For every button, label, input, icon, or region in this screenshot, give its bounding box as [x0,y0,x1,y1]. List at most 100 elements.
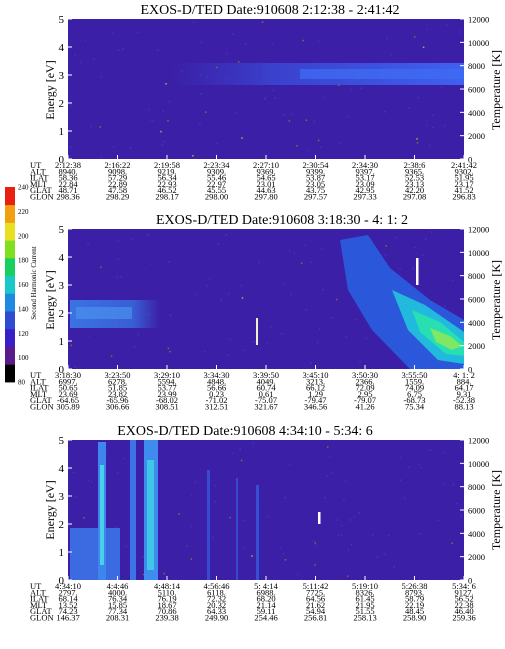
noise-pixel [264,96,267,99]
panel-2-ephem-value: 4049. [256,376,275,386]
noise-pixel [229,338,231,341]
panel-2-ephem-label: ILAT [30,383,49,393]
noise-pixel [163,572,166,575]
panel-2-y2tick-label: 0 [468,365,472,375]
panel-1-ephem-value: 9098. [108,166,127,176]
panel-3-ephem-value: 2797. [58,587,77,597]
noise-pixel [331,472,333,474]
colorbar-tick-label: 80 [18,379,26,387]
noise-pixel [343,499,345,501]
panel-2-ephem-value: 0.61 [259,389,274,399]
noise-pixel [267,515,270,518]
colorbar-segment [5,257,15,277]
noise-pixel [284,496,286,499]
noise-pixel [354,318,357,321]
noise-pixel [70,344,73,347]
colorbar-tick-label: 160 [18,281,29,289]
noise-pixel [100,76,102,78]
panel-2-ephem-value: -79.07 [354,395,376,405]
panel-2-ephem-value: 6278. [108,376,127,386]
noise-pixel [258,261,261,264]
panel-1-ephem-value: 22.84 [58,179,78,189]
noise-pixel [339,142,342,144]
noise-pixel [133,345,136,348]
noise-pixel [384,553,386,556]
noise-pixel [443,451,446,454]
panel-2-ephem-label: MLT [30,389,48,399]
panel-2-ephem-value: 66.12 [306,383,325,393]
panel-2-ephem-label: GLAT [30,395,53,405]
noise-pixel [320,248,323,250]
panel-3-streak-2 [236,478,238,580]
panel-2-ephem-value: 3:50:30 [352,370,378,380]
panel-2-y2label: Temperature [K] [489,260,503,340]
panel-2-ephem-value: -52.38 [453,395,475,405]
panel-1-ephem-value: 9309. [207,166,226,176]
noise-pixel [272,89,274,92]
panel-3-streak-3 [256,485,259,580]
panel-3-ephem-value: 239.38 [155,613,178,623]
panel-2-ephem-value: 23.82 [108,389,127,399]
noise-pixel [110,355,113,358]
panel-2-ephem-value: 9.31 [457,389,472,399]
noise-pixel [293,252,296,255]
noise-pixel [240,459,243,462]
noise-pixel [431,114,434,117]
colorbar-segment [5,311,15,330]
noise-pixel [390,53,392,56]
panel-3-ephem-value: 68.20 [256,594,275,604]
noise-pixel [200,41,202,44]
noise-pixel [456,502,458,505]
panel-1-ephem-value: 298.00 [205,192,228,202]
panel-2-ephem-value: 72.09 [355,383,374,393]
noise-pixel [204,351,206,353]
panel-2-ephem-value: 2.95 [358,389,373,399]
colorbar-segment [5,240,15,259]
noise-pixel [304,244,306,247]
noise-pixel [416,142,419,144]
panel-1-y2label: Temperature [K] [489,50,503,130]
panel-3-burst-2 [130,440,136,580]
noise-pixel [240,284,242,287]
noise-pixel [432,126,434,129]
noise-pixel [163,140,165,143]
noise-pixel [83,517,85,519]
noise-pixel [178,513,180,515]
panel-3-ephem-value: 5:11:42 [303,581,329,591]
noise-pixel [220,298,222,301]
colorbar-tick-label: 180 [18,257,29,265]
noise-pixel [296,145,298,147]
panel-3-ephem-value: 8326. [355,587,374,597]
panel-3-ytick-label: 2 [59,519,65,531]
panel-3-ephem-value: 249.90 [205,613,228,623]
panel-2-ephem-value: 0.23 [209,389,224,399]
panel-1-ephem-value: 42.20 [405,185,424,195]
noise-pixel [200,93,202,95]
panel-3-ephem-value: 64.33 [207,606,226,616]
panel-1-ephem-value: 52.53 [405,173,424,183]
noise-pixel [452,279,454,282]
noise-pixel [414,36,416,38]
panel-3-ephem-value: 46.40 [454,606,473,616]
panel-1-ephem-value: 9397. [355,166,374,176]
panel-1-ephem-label: ILAT [30,173,49,183]
panel-3-ephem-value: 21.95 [355,600,374,610]
panel-1-ticks: 0 1 2 3 4 5 0 2000 4000 6000 8000 10000 12000 [59,14,490,166]
panel-1-ephem-value: 22.93 [157,179,176,189]
panel-2-ytick-label: 5 [59,224,65,236]
panel-1-ephem-value: 23.05 [306,179,325,189]
panel-1-plot-area [68,19,464,159]
panel-1-ytick-label: 3 [59,70,65,82]
panel-2-ephem-value: 3:34:30 [204,370,230,380]
noise-pixel [428,144,431,147]
noise-pixel [424,238,427,240]
noise-pixel [189,525,192,528]
panel-2-heated-peak [430,328,462,350]
panel-2-ephem-value: -71.02 [206,395,228,405]
noise-pixel [129,146,132,149]
noise-pixel [460,515,462,518]
panel-2-ephem-value: 321.67 [254,402,277,412]
noise-pixel [376,556,378,558]
panel-2-ephem-value: 312.51 [205,402,228,412]
